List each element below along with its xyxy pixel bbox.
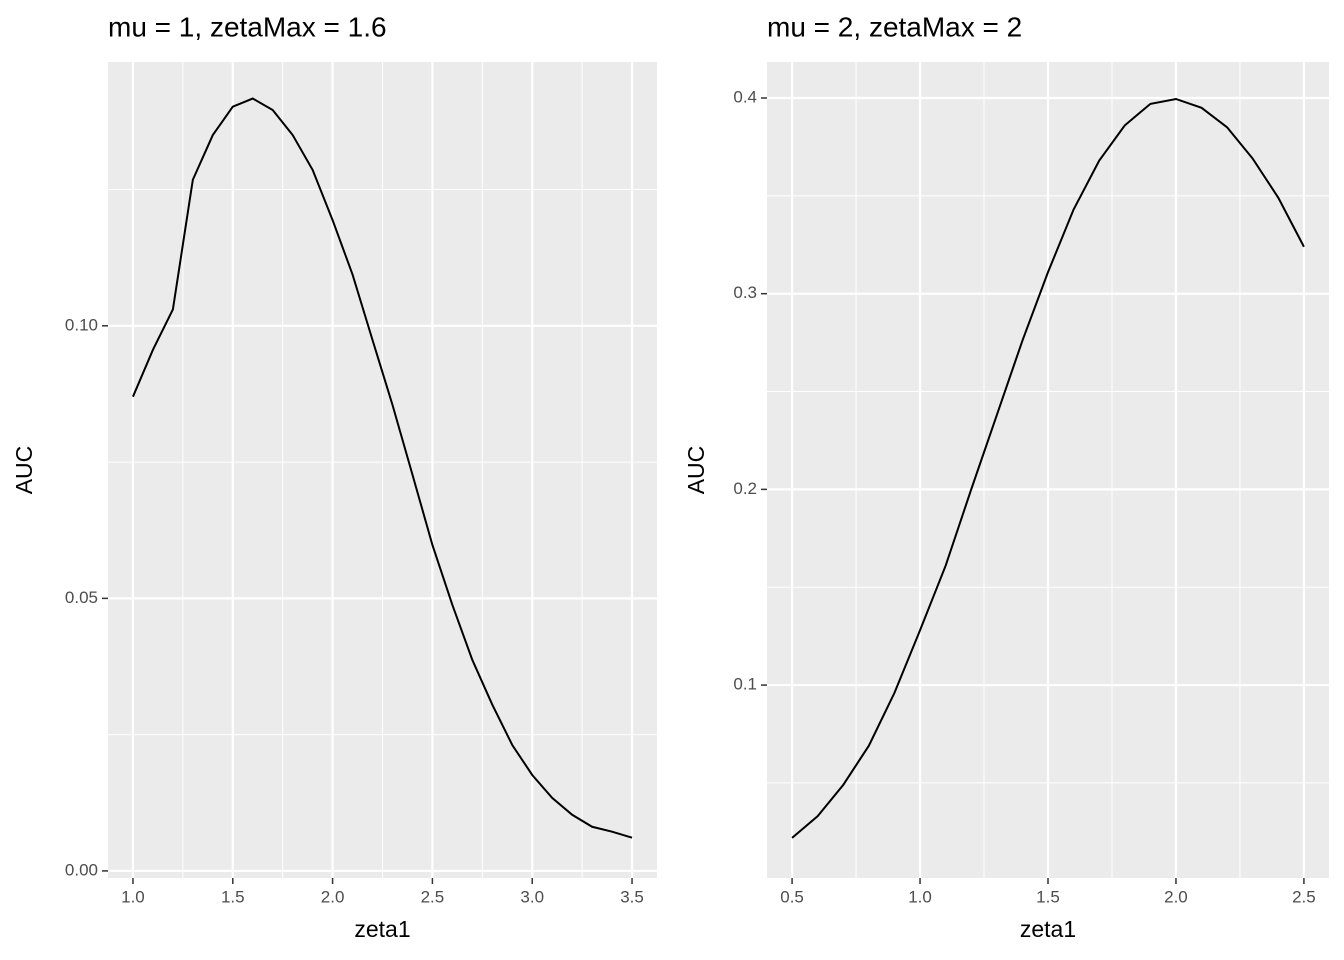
y-axis-title: AUC bbox=[683, 446, 709, 495]
y-tick-label: 0.4 bbox=[733, 87, 757, 106]
y-tick-label: 0.00 bbox=[65, 860, 98, 879]
x-tick-label: 1.5 bbox=[1036, 887, 1060, 906]
y-tick-label: 0.2 bbox=[733, 479, 757, 498]
panel-title: mu = 1, zetaMax = 1.6 bbox=[108, 11, 387, 42]
x-tick-label: 1.5 bbox=[221, 887, 245, 906]
y-tick-label: 0.1 bbox=[733, 675, 757, 694]
y-tick-label: 0.05 bbox=[65, 588, 98, 607]
data-line bbox=[791, 97, 1305, 839]
x-tick-label: 1.0 bbox=[908, 887, 932, 906]
x-axis-title: zeta1 bbox=[1020, 916, 1076, 942]
x-tick-label: 0.5 bbox=[780, 887, 804, 906]
x-tick-label: 1.0 bbox=[121, 887, 145, 906]
y-tick-label: 0.3 bbox=[733, 283, 757, 302]
panel-title: mu = 2, zetaMax = 2 bbox=[767, 11, 1022, 42]
y-axis-title: AUC bbox=[11, 446, 37, 495]
x-tick-label: 3.0 bbox=[520, 887, 544, 906]
x-tick-label: 2.0 bbox=[321, 887, 345, 906]
x-axis-title: zeta1 bbox=[354, 916, 410, 942]
y-tick-label: 0.10 bbox=[65, 315, 98, 334]
x-tick-label: 3.5 bbox=[620, 887, 644, 906]
x-tick-label: 2.5 bbox=[1292, 887, 1316, 906]
data-line bbox=[132, 97, 633, 839]
x-tick-label: 2.0 bbox=[1164, 887, 1188, 906]
x-tick-label: 2.5 bbox=[421, 887, 445, 906]
